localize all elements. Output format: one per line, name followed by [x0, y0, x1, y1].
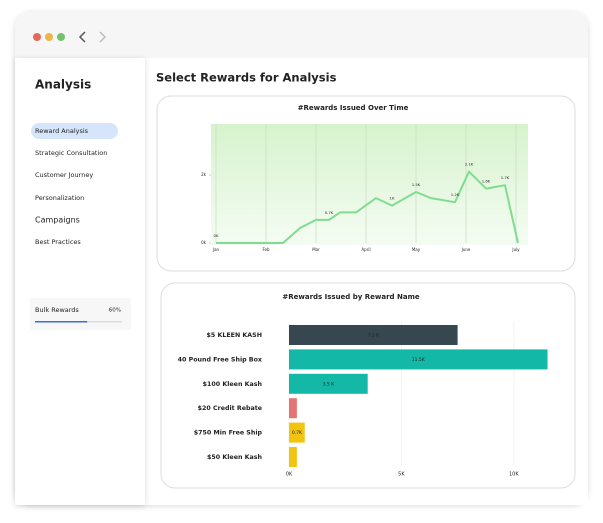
forward-arrow[interactable] — [99, 31, 107, 43]
y-tick-label: $50 Kleen Kash — [207, 454, 262, 461]
card — [160, 282, 576, 489]
x-tick-label: 5K — [398, 472, 405, 478]
value-label: 3.5 K — [323, 381, 336, 387]
chart-title: #Rewards Issued Over Time — [298, 104, 409, 112]
x-tick-label: 10K — [509, 472, 519, 478]
x-tick-label: April — [361, 247, 370, 252]
y-tick-label: $100 Kleen Kash — [203, 381, 262, 388]
menu-item[interactable]: Best Practices — [35, 238, 81, 246]
bar — [289, 325, 458, 345]
active-pill — [31, 123, 118, 139]
bulk-label: Bulk Rewards — [35, 306, 79, 314]
back-arrow[interactable] — [78, 31, 86, 43]
page-title: Select Rewards for Analysis — [156, 71, 337, 85]
value-label: 1.5K — [412, 182, 421, 187]
chart-title: #Rewards Issued by Reward Name — [282, 293, 419, 301]
value-label: 0.7K — [292, 430, 303, 436]
menu-item[interactable]: Campaigns — [35, 216, 80, 225]
y-tick-label: $5 KLEEN KASH — [207, 332, 262, 339]
bar — [289, 422, 305, 443]
y-tick-label: $20 Credit Rebate — [198, 405, 262, 412]
x-tick-label: Mar — [312, 247, 320, 252]
bar — [289, 447, 297, 467]
value-label: 11.5K — [412, 357, 426, 363]
y-tick-label: 40 Pound Free Ship Box — [178, 356, 262, 363]
value-label: 1K — [390, 196, 395, 201]
maximize-dot[interactable] — [57, 33, 65, 41]
value-label: 1.2K — [451, 192, 460, 197]
minimize-dot[interactable] — [45, 33, 53, 41]
value-label: 1.7K — [501, 175, 510, 180]
progress-bar — [35, 321, 88, 323]
bar — [289, 398, 297, 419]
x-tick-label: May — [412, 247, 421, 252]
menu-item[interactable]: Reward Analysis — [35, 127, 89, 135]
bulk-value: 60% — [109, 308, 121, 314]
value-label: 7.5 K — [368, 333, 381, 339]
y-tick-label: $750 Min Free Ship — [194, 430, 263, 437]
menu-item[interactable]: Strategic Consultation — [35, 149, 107, 157]
value-label: 0K — [214, 233, 219, 238]
value-label: 1.6K — [482, 179, 491, 184]
bar — [289, 349, 548, 370]
sidebar-title: Analysis — [35, 78, 91, 92]
x-tick-label: Jan — [212, 247, 220, 252]
x-tick-label: Feb — [262, 247, 270, 252]
menu-item[interactable]: Customer Journey — [35, 171, 93, 179]
bar — [289, 373, 368, 394]
line — [216, 170, 519, 244]
x-tick-label: June — [461, 247, 471, 252]
value-label: 0.7K — [325, 210, 334, 215]
x-tick-label: July — [511, 247, 520, 252]
plot-bg — [211, 124, 528, 245]
value-label: 2.1K — [465, 162, 474, 167]
close-dot[interactable] — [33, 33, 41, 41]
y-tick-label: 2k — [201, 172, 207, 177]
x-tick-label: 0K — [286, 472, 293, 478]
bulk-box — [30, 298, 131, 330]
y-tick-label: 0k — [201, 240, 207, 245]
menu-item[interactable]: Personalization — [35, 194, 84, 202]
